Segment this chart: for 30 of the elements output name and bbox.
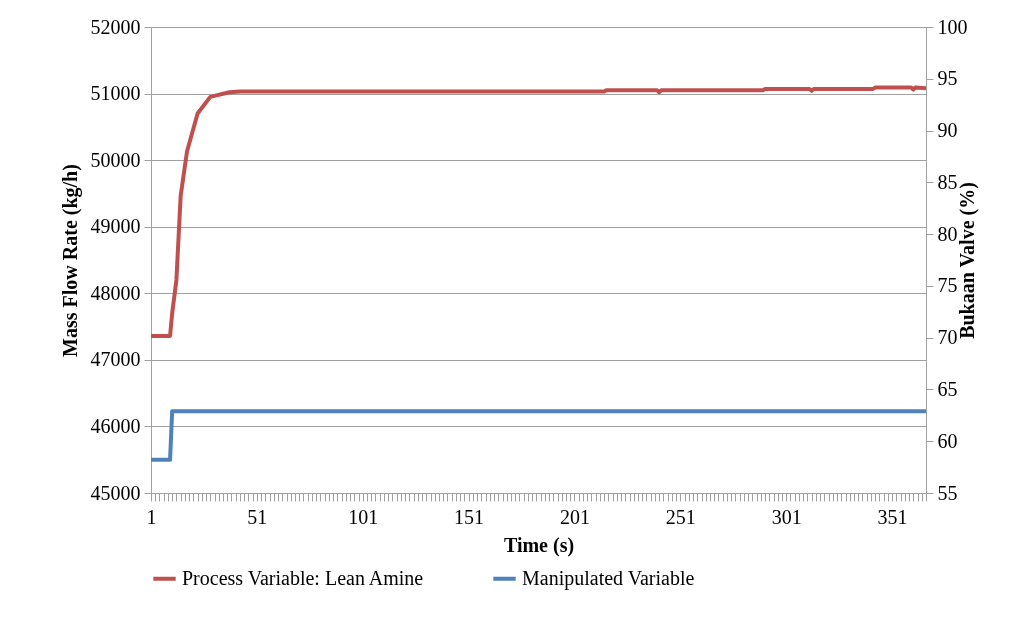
y-tick-label: 47000 (90, 348, 141, 371)
x-tick-label: 301 (771, 505, 802, 528)
y-tick-label: 45000 (90, 481, 141, 504)
y-tick-label: 48000 (90, 281, 141, 304)
x-tick-label: 51 (247, 505, 268, 528)
y2-tick-label: 75 (937, 274, 958, 297)
x-tick-label: 151 (454, 505, 485, 528)
y2-tick-label: 55 (937, 481, 958, 504)
y2-tick-label: 85 (937, 170, 958, 193)
y2-tick-label: 70 (937, 326, 958, 349)
legend-label: Process Variable: Lean Amine (182, 566, 424, 589)
x-tick-label: 101 (348, 505, 379, 528)
legend-label: Manipulated Variable (522, 566, 695, 590)
y2-tick-label: 80 (937, 222, 958, 245)
y2-tick-label: 60 (937, 429, 958, 452)
y2-tick-label: 90 (937, 119, 958, 142)
y-tick-label: 46000 (90, 414, 141, 437)
y2-tick-label: 100 (937, 15, 968, 38)
y2-tick-label: 95 (937, 67, 958, 90)
x-tick-label: 1 (146, 505, 157, 528)
x-tick-label: 251 (665, 505, 696, 528)
y2-tick-label: 65 (937, 377, 958, 400)
x-tick-label: 351 (877, 505, 908, 528)
y-tick-label: 50000 (90, 148, 141, 171)
x-axis-title: Time (s) (503, 533, 575, 557)
y-axis-title: Mass Flow Rate (kg/h) (58, 164, 82, 357)
y-tick-label: 51000 (90, 82, 141, 105)
y-tick-label: 52000 (90, 15, 141, 38)
y-tick-label: 49000 (90, 215, 141, 238)
x-tick-label: 201 (560, 505, 590, 528)
